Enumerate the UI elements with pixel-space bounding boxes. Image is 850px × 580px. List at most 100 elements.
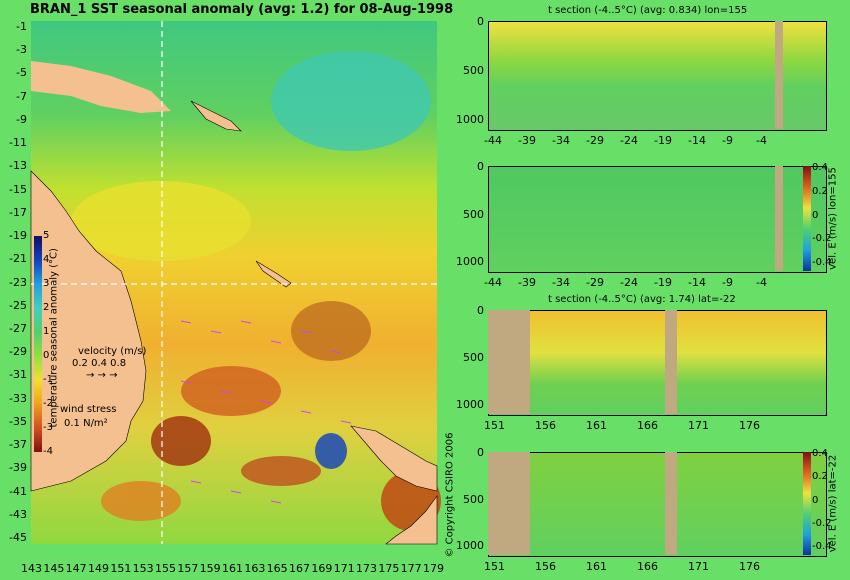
velocity-side-label: vel. E (m/s) lat=-22 xyxy=(827,454,839,552)
section-y-tick: 0 xyxy=(477,304,484,317)
section-title: t section (-4..5°C) (avg: 1.74) lat=-22 xyxy=(548,294,736,305)
lat-tick-label: -27 xyxy=(9,321,27,335)
section-x-tick: -34 xyxy=(552,276,570,289)
wind-legend-title: wind stress xyxy=(60,404,117,415)
section-x-tick: -44 xyxy=(484,134,502,147)
section-plot xyxy=(488,310,827,416)
section-land-west xyxy=(488,452,530,555)
lon-tick-label: 173 xyxy=(356,562,377,575)
section-x-tick: 161 xyxy=(586,560,607,573)
section-x-tick: -14 xyxy=(688,276,706,289)
section-x-tick: -39 xyxy=(518,276,536,289)
lat-tick-label: -45 xyxy=(9,531,27,544)
lat-tick-label: -1 xyxy=(16,20,27,33)
lat-tick-label: -17 xyxy=(9,205,27,219)
lon-tick-label: 159 xyxy=(199,562,221,575)
section-y-tick: 500 xyxy=(463,492,484,506)
lon-tick-label: 167 xyxy=(289,562,310,575)
lat-tick-label: -31 xyxy=(9,368,27,382)
lat-tick-label: -39 xyxy=(9,461,27,475)
lon-tick-label: 171 xyxy=(333,562,355,575)
lat-tick-label: -35 xyxy=(9,414,27,428)
new-guinea-land xyxy=(31,61,171,113)
new-zealand-north xyxy=(350,425,438,492)
section-x-tick: -24 xyxy=(620,276,638,289)
new-zealand-south xyxy=(385,495,438,545)
colorbar-tick-label: 0 xyxy=(43,350,50,361)
colorbar-tick-label: 5 xyxy=(43,230,50,241)
lat-tick-label: -13 xyxy=(9,159,27,173)
lon-tick-label: 143 xyxy=(21,562,42,575)
section-plot xyxy=(488,452,827,557)
section-x-tick: 156 xyxy=(535,560,556,573)
section-land-column xyxy=(775,166,783,271)
lat-tick-label: -33 xyxy=(9,391,27,405)
colorbar-label: temperature seasonal anomaly (°C) xyxy=(48,248,60,428)
section-y-tick: 0 xyxy=(477,446,484,459)
colorbar-tick-label: 1 xyxy=(43,326,50,337)
velocity-colorbar-tick: -0.2 xyxy=(812,517,832,529)
section-x-tick: 166 xyxy=(637,560,658,573)
section-x-tick: 176 xyxy=(739,560,760,573)
colorbar-tick-label: 3 xyxy=(43,278,50,289)
velocity-vectors xyxy=(180,320,352,504)
section-y-tick: 500 xyxy=(463,64,484,77)
velocity-colorbar-tick: -0.2 xyxy=(812,233,832,245)
section-x-tick: -29 xyxy=(586,276,604,289)
lat-tick-label: -25 xyxy=(9,298,27,312)
section-land-column xyxy=(665,310,677,414)
lat-tick-label: -5 xyxy=(16,66,27,80)
section-x-tick: 166 xyxy=(637,419,658,432)
colorbar-tick-label: -4 xyxy=(43,446,53,457)
section-land-west xyxy=(488,310,530,414)
velocity-colorbar-tick: -0.4 xyxy=(812,257,832,268)
longitude-axis: 143 145 147 149 151 153 155 157 159 161 163 165 167 1… xyxy=(21,562,444,578)
lon-tick-label: 145 xyxy=(43,562,65,575)
velocity-colorbar-tick: 0.4 xyxy=(812,162,828,173)
colorbar-ticks: 5 4 3 2 1 0 -1 -2 -3 -4 xyxy=(43,230,55,457)
lat-tick-label: -7 xyxy=(16,89,27,103)
lat-tick-label: -23 xyxy=(9,275,27,289)
section-x-tick: -19 xyxy=(654,276,672,289)
section-y-tick: 500 xyxy=(463,351,484,364)
copyright-text: © Copyright CSIRO 2006 xyxy=(444,432,456,558)
lon-tick-label: 165 xyxy=(266,562,288,575)
colorbar-tick-label: -2 xyxy=(43,398,53,409)
lon-tick-label: 177 xyxy=(400,562,422,575)
section-x-tick: -19 xyxy=(654,134,672,147)
velocity-colorbar-tick: 0.2 xyxy=(812,185,828,197)
colorbar-tick-label: 2 xyxy=(43,302,50,313)
sst-map xyxy=(30,21,441,545)
lat-tick-label: -9 xyxy=(16,112,27,126)
lon-tick-label: 169 xyxy=(311,562,333,575)
sst-colorbar xyxy=(34,236,42,452)
figure-title: BRAN_1 SST seasonal anomaly (avg: 1.2) f… xyxy=(30,2,454,17)
velocity-legend-title: velocity (m/s) xyxy=(78,346,147,357)
section-x-tick: -34 xyxy=(552,134,570,147)
latitude-axis: -1 -3 -5 -7 -9 -11 -13 -15 -17 -19 -21 -23 -25 -27 -29… xyxy=(0,20,30,544)
australia-land xyxy=(30,170,147,492)
section-land-column xyxy=(665,452,677,555)
new-caledonia xyxy=(255,260,292,288)
colorbar-tick-label: -1 xyxy=(43,374,53,385)
section-y-tick: 1000 xyxy=(456,255,484,268)
section-x-tick: -9 xyxy=(722,134,733,147)
lat-tick-label: -15 xyxy=(9,182,27,196)
velocity-colorbar-tick: 0 xyxy=(812,494,819,506)
velocity-legend-scale: 0.2 0.4 0.8 xyxy=(72,358,127,369)
section-y-tick: 1000 xyxy=(456,113,484,126)
lon-tick-label: 179 xyxy=(423,562,444,575)
lat-tick-label: -37 xyxy=(9,438,27,452)
colorbar-tick-label: -3 xyxy=(43,422,53,433)
lat-tick-label: -19 xyxy=(9,229,27,243)
velocity-colorbar-tick: -0.4 xyxy=(812,541,832,552)
anomaly-patches xyxy=(71,51,441,531)
lon-tick-label: 157 xyxy=(177,562,199,575)
velocity-colorbar-tick: 0.4 xyxy=(812,448,828,459)
solomon-islands xyxy=(190,100,242,132)
colorbar-tick-label: 4 xyxy=(43,254,50,265)
section-x-tick: -44 xyxy=(484,276,502,289)
lon-tick-label: 161 xyxy=(222,562,243,575)
section-y-tick: 500 xyxy=(463,207,484,221)
lat-tick-label: -21 xyxy=(9,252,27,266)
